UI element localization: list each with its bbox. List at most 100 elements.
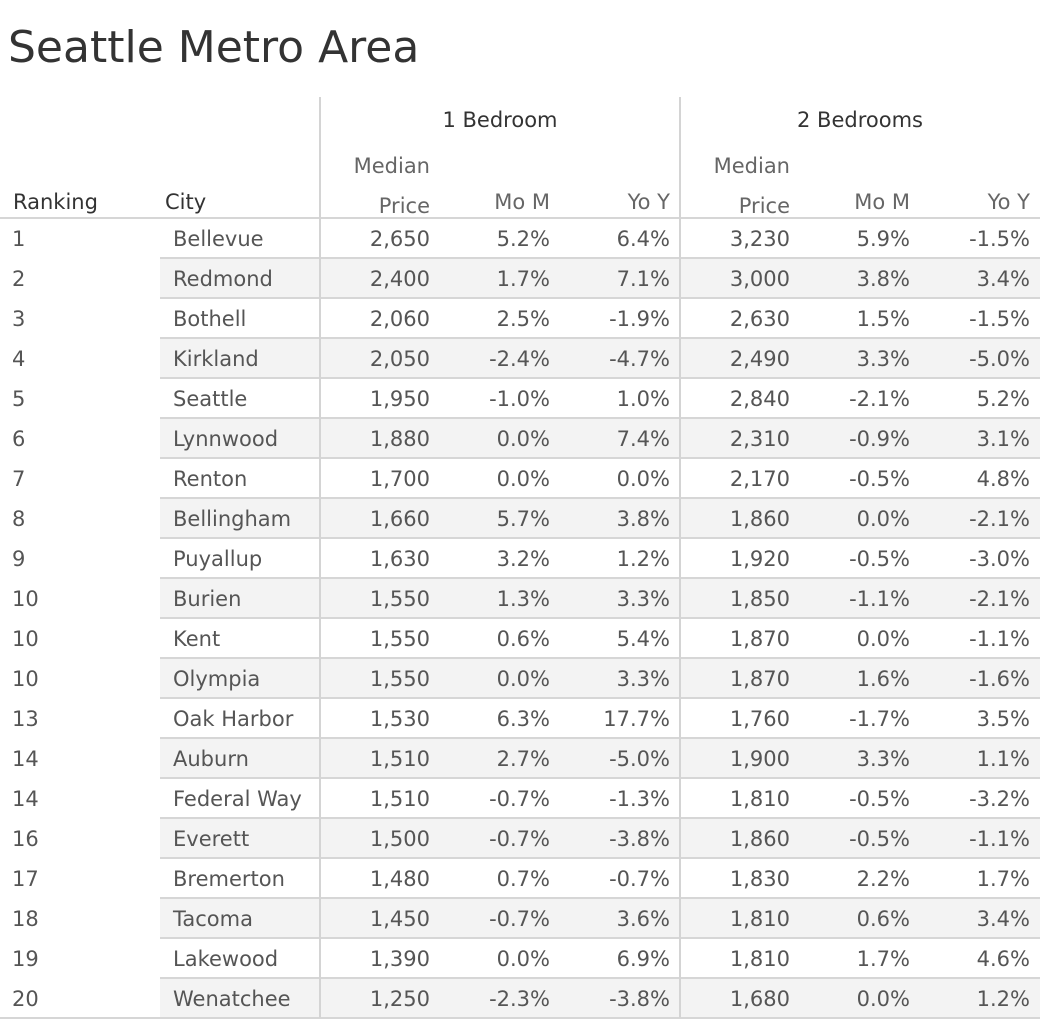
- value-cell: 0.0%: [856, 507, 910, 531]
- row-band: [160, 818, 1040, 858]
- value-cell: 5.7%: [496, 507, 550, 531]
- city-cell: Seattle: [173, 387, 248, 411]
- value-cell: 1,950: [369, 387, 430, 411]
- row-divider: [160, 617, 1040, 619]
- value-cell: 1,660: [369, 507, 430, 531]
- value-cell: -2.3%: [489, 987, 550, 1011]
- row-divider: [160, 777, 1040, 779]
- value-cell: -1.3%: [609, 787, 670, 811]
- value-cell: 1,450: [369, 907, 430, 931]
- value-cell: 2,840: [729, 387, 790, 411]
- rank-cell: 10: [12, 587, 39, 611]
- row-band: [160, 578, 1040, 618]
- value-cell: 3.8%: [856, 267, 910, 291]
- value-cell: 5.4%: [616, 627, 670, 651]
- value-cell: -5.0%: [969, 347, 1030, 371]
- value-cell: 1,550: [369, 627, 430, 651]
- rank-cell: 8: [12, 507, 26, 531]
- column-header: Yo Y: [987, 190, 1030, 214]
- value-cell: -0.5%: [849, 787, 910, 811]
- value-cell: 1.7%: [976, 867, 1030, 891]
- value-cell: 2,310: [729, 427, 790, 451]
- row-band: [160, 258, 1040, 298]
- rank-cell: 3: [12, 307, 26, 331]
- value-cell: 2,050: [369, 347, 430, 371]
- value-cell: -0.5%: [849, 547, 910, 571]
- row-band: [160, 498, 1040, 538]
- value-cell: -1.1%: [969, 827, 1030, 851]
- rank-cell: 1: [12, 227, 26, 251]
- value-cell: 4.6%: [976, 947, 1030, 971]
- row-divider: [160, 897, 1040, 899]
- value-cell: -1.7%: [849, 707, 910, 731]
- value-cell: 1,480: [369, 867, 430, 891]
- value-cell: 1,680: [729, 987, 790, 1011]
- value-cell: 3.4%: [976, 267, 1030, 291]
- row-divider: [160, 577, 1040, 579]
- row-divider: [160, 257, 1040, 259]
- value-cell: 2.7%: [496, 747, 550, 771]
- row-divider: [160, 537, 1040, 539]
- column-header: City: [165, 190, 207, 214]
- value-cell: 1,550: [369, 587, 430, 611]
- value-cell: 0.0%: [856, 627, 910, 651]
- value-cell: -3.2%: [969, 787, 1030, 811]
- rank-cell: 13: [12, 707, 39, 731]
- rank-cell: 17: [12, 867, 39, 891]
- row-band: [160, 738, 1040, 778]
- city-cell: Bellevue: [173, 227, 264, 251]
- value-cell: 7.4%: [616, 427, 670, 451]
- row-band: [160, 338, 1040, 378]
- value-cell: 0.0%: [856, 987, 910, 1011]
- value-cell: 2.5%: [496, 307, 550, 331]
- row-band: [160, 978, 1040, 1018]
- value-cell: 3,000: [729, 267, 790, 291]
- row-band: [160, 658, 1040, 698]
- rank-cell: 10: [12, 627, 39, 651]
- city-cell: Wenatchee: [173, 987, 291, 1011]
- row-divider: [160, 497, 1040, 499]
- value-cell: -2.4%: [489, 347, 550, 371]
- value-cell: 1.6%: [856, 667, 910, 691]
- row-band: [160, 418, 1040, 458]
- row-divider: [160, 697, 1040, 699]
- value-cell: -3.0%: [969, 547, 1030, 571]
- header-divider: [0, 217, 1040, 219]
- value-cell: 3.3%: [856, 347, 910, 371]
- value-cell: -0.9%: [849, 427, 910, 451]
- value-cell: 7.1%: [616, 267, 670, 291]
- value-cell: -0.7%: [489, 827, 550, 851]
- column-divider: [319, 97, 321, 1018]
- value-cell: 6.4%: [616, 227, 670, 251]
- value-cell: 1,870: [729, 627, 790, 651]
- city-cell: Burien: [173, 587, 242, 611]
- value-cell: 1,250: [369, 987, 430, 1011]
- city-cell: Lynnwood: [173, 427, 279, 451]
- rank-cell: 16: [12, 827, 39, 851]
- value-cell: -1.5%: [969, 227, 1030, 251]
- value-cell: 3.8%: [616, 507, 670, 531]
- city-cell: Federal Way: [173, 787, 302, 811]
- value-cell: 2,630: [729, 307, 790, 331]
- value-cell: -0.7%: [609, 867, 670, 891]
- value-cell: 2,650: [369, 227, 430, 251]
- value-cell: 1,850: [729, 587, 790, 611]
- rank-cell: 18: [12, 907, 39, 931]
- value-cell: 1,900: [729, 747, 790, 771]
- value-cell: 1.7%: [856, 947, 910, 971]
- group-header: 1 Bedroom: [442, 108, 558, 132]
- value-cell: 1.0%: [616, 387, 670, 411]
- value-cell: 1,860: [729, 827, 790, 851]
- column-header: Ranking: [13, 190, 98, 214]
- row-divider: [160, 417, 1040, 419]
- city-cell: Olympia: [173, 667, 261, 691]
- value-cell: 1,390: [369, 947, 430, 971]
- column-divider: [679, 97, 681, 1018]
- value-cell: 1,810: [729, 907, 790, 931]
- value-cell: 1.3%: [496, 587, 550, 611]
- city-cell: Tacoma: [173, 907, 253, 931]
- value-cell: 1,860: [729, 507, 790, 531]
- city-cell: Bremerton: [173, 867, 285, 891]
- value-cell: -0.5%: [849, 827, 910, 851]
- value-cell: 1,760: [729, 707, 790, 731]
